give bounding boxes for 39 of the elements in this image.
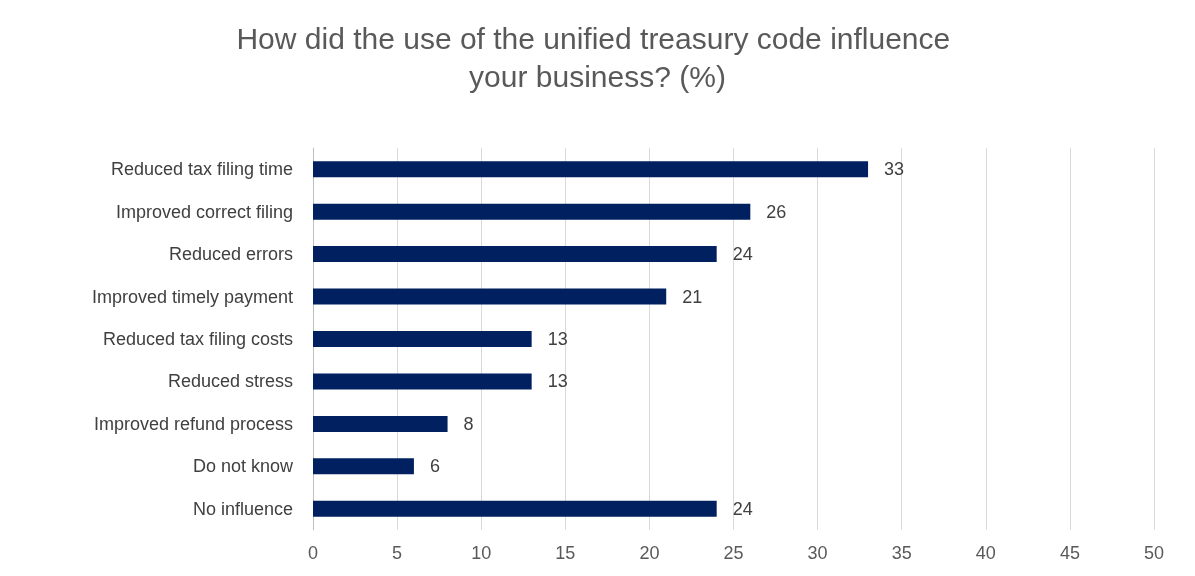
y-tick-label: Reduced tax filing costs xyxy=(102,329,293,349)
bar xyxy=(313,161,869,178)
bar xyxy=(313,288,667,305)
x-tick-label: 45 xyxy=(1059,543,1080,563)
data-label: 24 xyxy=(732,498,753,519)
data-label: 24 xyxy=(732,244,753,265)
x-tick-label: 50 xyxy=(1143,543,1165,563)
bar xyxy=(313,500,717,517)
x-tick-label: 5 xyxy=(392,543,403,563)
x-tick-label: 10 xyxy=(471,543,492,563)
x-tick-label: 40 xyxy=(975,543,996,563)
bar xyxy=(313,373,532,390)
y-tick-label: Do not know xyxy=(192,456,294,477)
data-label: 33 xyxy=(884,159,905,180)
x-tick-label: 25 xyxy=(723,543,744,563)
bar xyxy=(313,203,751,220)
x-tick-label: 30 xyxy=(807,543,828,563)
x-tick-label: 0 xyxy=(307,543,319,563)
data-label: 26 xyxy=(766,201,787,222)
data-label: 6 xyxy=(429,456,440,477)
y-tick-label: Reduced errors xyxy=(168,244,293,265)
bar xyxy=(313,331,532,347)
data-label: 13 xyxy=(547,371,568,392)
x-tick-label: 35 xyxy=(891,543,912,563)
y-tick-label: Improved timely payment xyxy=(91,286,293,307)
bar xyxy=(313,458,414,475)
y-tick-label: Improved correct filing xyxy=(115,201,293,222)
data-label: 13 xyxy=(547,329,568,349)
x-tick-label: 15 xyxy=(555,543,576,563)
bar xyxy=(313,415,448,432)
data-label: 8 xyxy=(463,413,474,434)
y-tick-label: No influence xyxy=(192,498,293,519)
data-label: 21 xyxy=(682,286,703,307)
y-tick-label: Reduced tax filing time xyxy=(110,159,293,180)
y-tick-label: Reduced stress xyxy=(167,371,293,392)
chart-title: How did the use of the unified treasury code influence your business? (%) xyxy=(236,21,959,93)
y-tick-label: Improved refund process xyxy=(93,413,293,434)
bar xyxy=(313,246,717,263)
x-tick-label: 20 xyxy=(639,543,660,563)
